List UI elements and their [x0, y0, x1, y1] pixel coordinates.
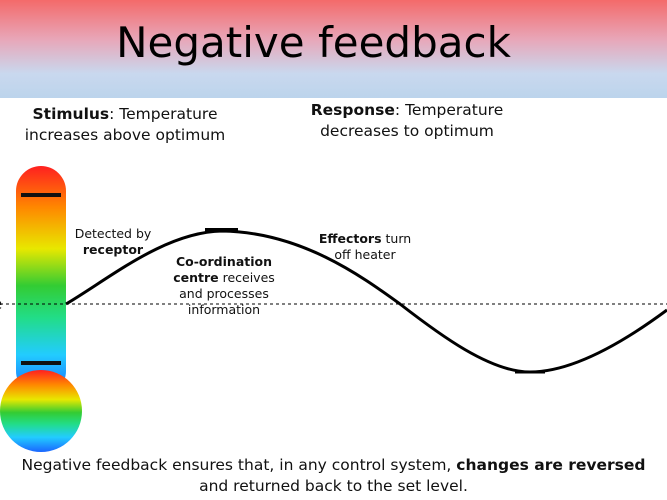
- footer-text: Negative feedback ensures that, in any c…: [20, 455, 647, 497]
- stimulus-description: : Temperature increases above optimum: [24, 105, 226, 144]
- thermometer: [0, 166, 82, 452]
- coordination-label: Co-ordination centre: [173, 254, 272, 285]
- page-title: Negative feedback: [116, 18, 511, 67]
- stimulus-label: Stimulus: [32, 105, 110, 123]
- stimulus-text: Stimulus: Temperature increases above op…: [10, 104, 240, 146]
- set-point-label: e: [0, 295, 2, 313]
- receptor-prefix: Detected by: [74, 226, 152, 241]
- feedback-curve: [65, 229, 667, 374]
- response-label: Response: [310, 101, 395, 119]
- effectors-text: Effectors turn off heater: [310, 231, 420, 263]
- receptor-text: Detected by receptor: [68, 226, 158, 258]
- response-description: : Temperature decreases to optimum: [320, 101, 504, 140]
- receptor-label: receptor: [82, 242, 144, 257]
- response-text: Response: Temperature decreases to optim…: [296, 100, 518, 142]
- thermometer-bulb: [0, 370, 82, 452]
- footer-bold: changes are reversed: [456, 456, 646, 474]
- title-band: [0, 0, 667, 98]
- effectors-description: turn off heater: [334, 231, 412, 262]
- thermometer-tube: [16, 166, 66, 396]
- effectors-label: Effectors: [318, 231, 382, 246]
- coordination-description: receives and processes information: [179, 270, 275, 317]
- footer-text-end: and returned back to the set level.: [199, 477, 468, 495]
- footer-text-start: Negative feedback ensures that, in any c…: [21, 456, 457, 474]
- coordination-text: Co-ordination centre receives and proces…: [164, 254, 284, 318]
